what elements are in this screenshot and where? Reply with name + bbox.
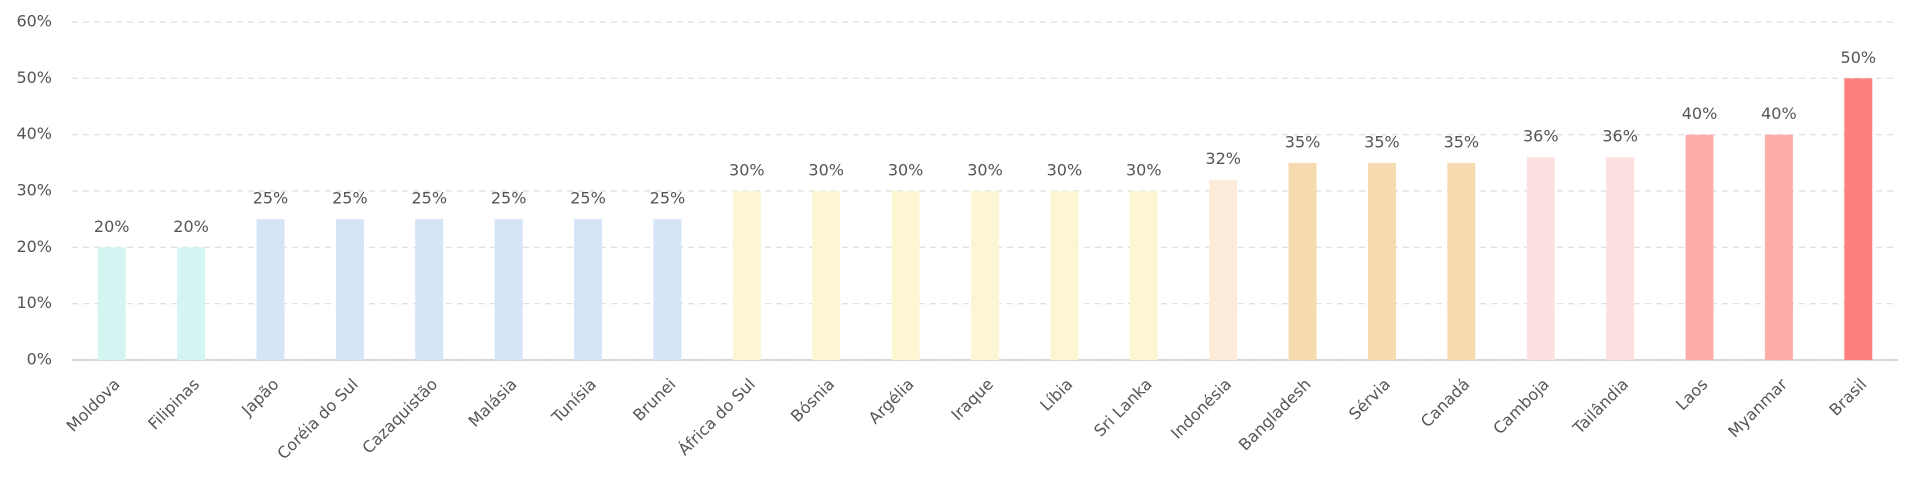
x-tick-label: Moldova (63, 375, 124, 436)
bar (574, 219, 603, 360)
bar (812, 191, 841, 360)
x-tick-label: Tunísia (547, 375, 600, 428)
value-label: 25% (491, 189, 527, 208)
x-tick-label: Laos (1672, 375, 1711, 414)
value-label: 35% (1444, 132, 1480, 151)
x-tick-label: Sri Lanka (1090, 375, 1156, 441)
bar (1526, 157, 1555, 360)
y-tick-label: 40% (16, 124, 52, 143)
x-tick-label: Líbia (1036, 375, 1076, 415)
x-tick-label: Iraque (947, 375, 997, 425)
x-tick-label: Camboja (1489, 375, 1552, 438)
bar (971, 191, 999, 360)
value-label: 25% (570, 189, 606, 208)
x-tick-label: Indonésia (1167, 375, 1235, 443)
x-tick-label: Bósnia (787, 375, 838, 426)
value-label: 20% (173, 217, 209, 236)
value-label: 25% (253, 189, 289, 208)
value-label: 40% (1682, 104, 1718, 123)
x-tick-label: Japão (237, 375, 282, 420)
value-label: 30% (888, 161, 924, 180)
value-label: 35% (1364, 132, 1400, 151)
value-label: 20% (94, 217, 130, 236)
value-label: 25% (332, 189, 368, 208)
bar (256, 219, 285, 360)
x-tick-label: Cazaquistão (358, 375, 441, 458)
y-tick-label: 60% (16, 12, 52, 31)
bar (1447, 162, 1476, 360)
bar (1288, 162, 1317, 360)
x-tick-label: Sérvia (1345, 375, 1394, 424)
x-tick-label: Bangladesh (1235, 375, 1315, 455)
bar (415, 219, 444, 360)
y-tick-label: 50% (16, 68, 52, 87)
bar (177, 247, 206, 360)
x-tick-label: Tailândia (1568, 375, 1632, 439)
bar (732, 191, 761, 360)
bar (1764, 134, 1793, 360)
value-label: 36% (1602, 127, 1638, 146)
x-tick-label: Brunei (629, 375, 679, 425)
x-tick-label: Malásia (464, 375, 520, 431)
bar (653, 219, 682, 360)
y-tick-label: 20% (16, 237, 52, 256)
x-tick-label: Argélia (865, 375, 918, 428)
value-label: 30% (967, 161, 1003, 180)
x-tick-label: Canadá (1417, 375, 1473, 431)
value-label: 30% (1047, 161, 1083, 180)
y-tick-label: 30% (16, 181, 52, 200)
y-tick-label: 10% (16, 293, 52, 312)
value-label: 30% (1126, 161, 1162, 180)
x-tick-label: Filipinas (144, 375, 203, 434)
bar (1844, 78, 1873, 360)
value-label: 50% (1841, 48, 1877, 67)
value-label: 32% (1205, 149, 1241, 168)
value-label: 25% (650, 189, 686, 208)
bar (97, 247, 126, 360)
bar (1685, 134, 1714, 360)
x-tick-label: África do Sul (674, 375, 758, 459)
x-tick-label: Myanmar (1724, 374, 1791, 441)
value-label: 30% (808, 161, 844, 180)
value-label: 36% (1523, 127, 1559, 146)
bar (1129, 191, 1158, 360)
x-tick-label: Brasil (1825, 375, 1870, 420)
value-label: 30% (729, 161, 765, 180)
bar (1209, 179, 1238, 360)
bar (335, 219, 364, 360)
bar (1050, 191, 1079, 360)
bar (1367, 162, 1396, 360)
bar (1606, 157, 1635, 360)
value-label: 35% (1285, 132, 1321, 151)
bar (494, 219, 523, 360)
value-label: 25% (411, 189, 447, 208)
bar (891, 191, 920, 360)
y-tick-label: 0% (27, 350, 52, 369)
value-label: 40% (1761, 104, 1797, 123)
x-tick-label: Coréia do Sul (273, 375, 361, 463)
